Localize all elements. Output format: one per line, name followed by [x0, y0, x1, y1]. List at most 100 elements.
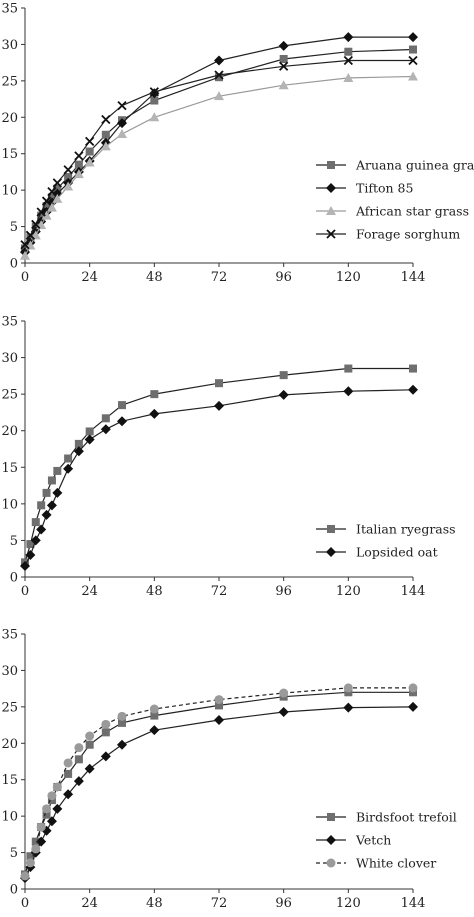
data-point [37, 501, 46, 510]
legend-marker [326, 547, 336, 557]
y-tick-label: 35 [1, 628, 18, 643]
data-point [343, 702, 354, 713]
data-point [26, 852, 35, 861]
data-point [25, 230, 36, 240]
y-tick-label: 5 [10, 846, 18, 861]
data-point [31, 837, 40, 846]
data-point [31, 518, 40, 527]
data-point [41, 509, 52, 520]
data-point [30, 535, 41, 546]
legend-label: White clover [356, 856, 436, 871]
data-point [63, 789, 74, 800]
data-point [149, 87, 159, 97]
data-point [41, 196, 52, 206]
data-point [408, 701, 418, 712]
data-point [279, 55, 288, 63]
data-point [279, 688, 289, 698]
data-point [149, 112, 160, 122]
y-tick-label: 35 [1, 2, 18, 17]
data-point [64, 769, 73, 778]
data-point [344, 47, 353, 56]
data-point [52, 803, 63, 814]
y-tick-label: 0 [10, 257, 18, 272]
x-tick-label: 144 [401, 584, 426, 599]
data-point [278, 389, 289, 400]
data-point [36, 207, 46, 217]
data-point [25, 550, 36, 561]
y-tick-label: 30 [1, 38, 18, 53]
data-point [343, 32, 354, 43]
y-tick-label: 25 [1, 388, 18, 403]
data-point [279, 61, 289, 71]
data-point [85, 731, 95, 741]
x-tick-label: 72 [211, 896, 228, 911]
data-point [100, 751, 111, 762]
data-point [409, 45, 417, 54]
data-point [150, 390, 159, 399]
data-point [117, 711, 127, 721]
data-point [100, 424, 111, 435]
data-point [215, 379, 223, 388]
legend-marker [326, 183, 336, 193]
chart-panel-2: 0 5 10 15 20 25 30 35 0 24 48 72 96 120 144 Italian rye… [1, 315, 455, 600]
data-point [101, 130, 110, 139]
data-point [42, 810, 51, 819]
series-forage-sorghum [20, 55, 418, 250]
y-tick-label: 25 [1, 700, 18, 715]
data-point [36, 524, 47, 535]
y-tick-label: 15 [1, 147, 18, 162]
series-tifton-85 [20, 32, 418, 258]
y-tick-label: 25 [1, 74, 18, 89]
legend-marker [326, 858, 336, 868]
series-aruana-guinea-grass [21, 45, 417, 253]
data-point [26, 233, 35, 242]
series-line [24, 36, 413, 253]
series-line [24, 367, 413, 563]
data-point [52, 193, 63, 203]
legend-label: Vetch [355, 833, 391, 848]
data-point [214, 91, 224, 101]
data-point [344, 364, 353, 373]
data-point [408, 55, 418, 66]
data-point [118, 718, 126, 727]
data-point [278, 706, 289, 717]
data-point [101, 728, 110, 737]
data-point [52, 487, 63, 498]
y-tick-label: 10 [1, 184, 18, 199]
data-point [408, 683, 418, 693]
data-point [46, 202, 57, 212]
data-point [100, 141, 111, 151]
legend-marker [326, 206, 336, 215]
data-point [215, 701, 223, 710]
x-tick-label: 120 [336, 270, 361, 285]
data-point [117, 129, 127, 139]
data-point [278, 40, 289, 51]
data-point [36, 836, 47, 847]
data-point [63, 758, 73, 768]
data-point [46, 500, 57, 511]
legend-label: Birdsfoot trefoil [356, 810, 457, 825]
x-tick-label: 96 [275, 584, 292, 599]
data-point [42, 804, 52, 814]
data-point [74, 151, 84, 161]
data-point [117, 100, 127, 111]
data-point [343, 683, 353, 693]
data-point [25, 858, 35, 868]
data-point [26, 540, 35, 549]
legend-label: Lopsided oat [356, 545, 438, 560]
data-point [20, 240, 30, 250]
data-point [73, 776, 84, 787]
series-italian-ryegrass [21, 364, 417, 567]
legend-marker [326, 229, 336, 239]
data-point [63, 165, 73, 175]
data-point [409, 364, 417, 373]
series-vetch [20, 701, 418, 884]
data-point [214, 55, 224, 66]
legend-marker [327, 161, 335, 169]
x-tick-label: 0 [21, 270, 29, 285]
y-tick-label: 20 [1, 737, 18, 752]
data-point [20, 871, 30, 881]
data-point [117, 739, 127, 750]
data-point [31, 219, 41, 230]
